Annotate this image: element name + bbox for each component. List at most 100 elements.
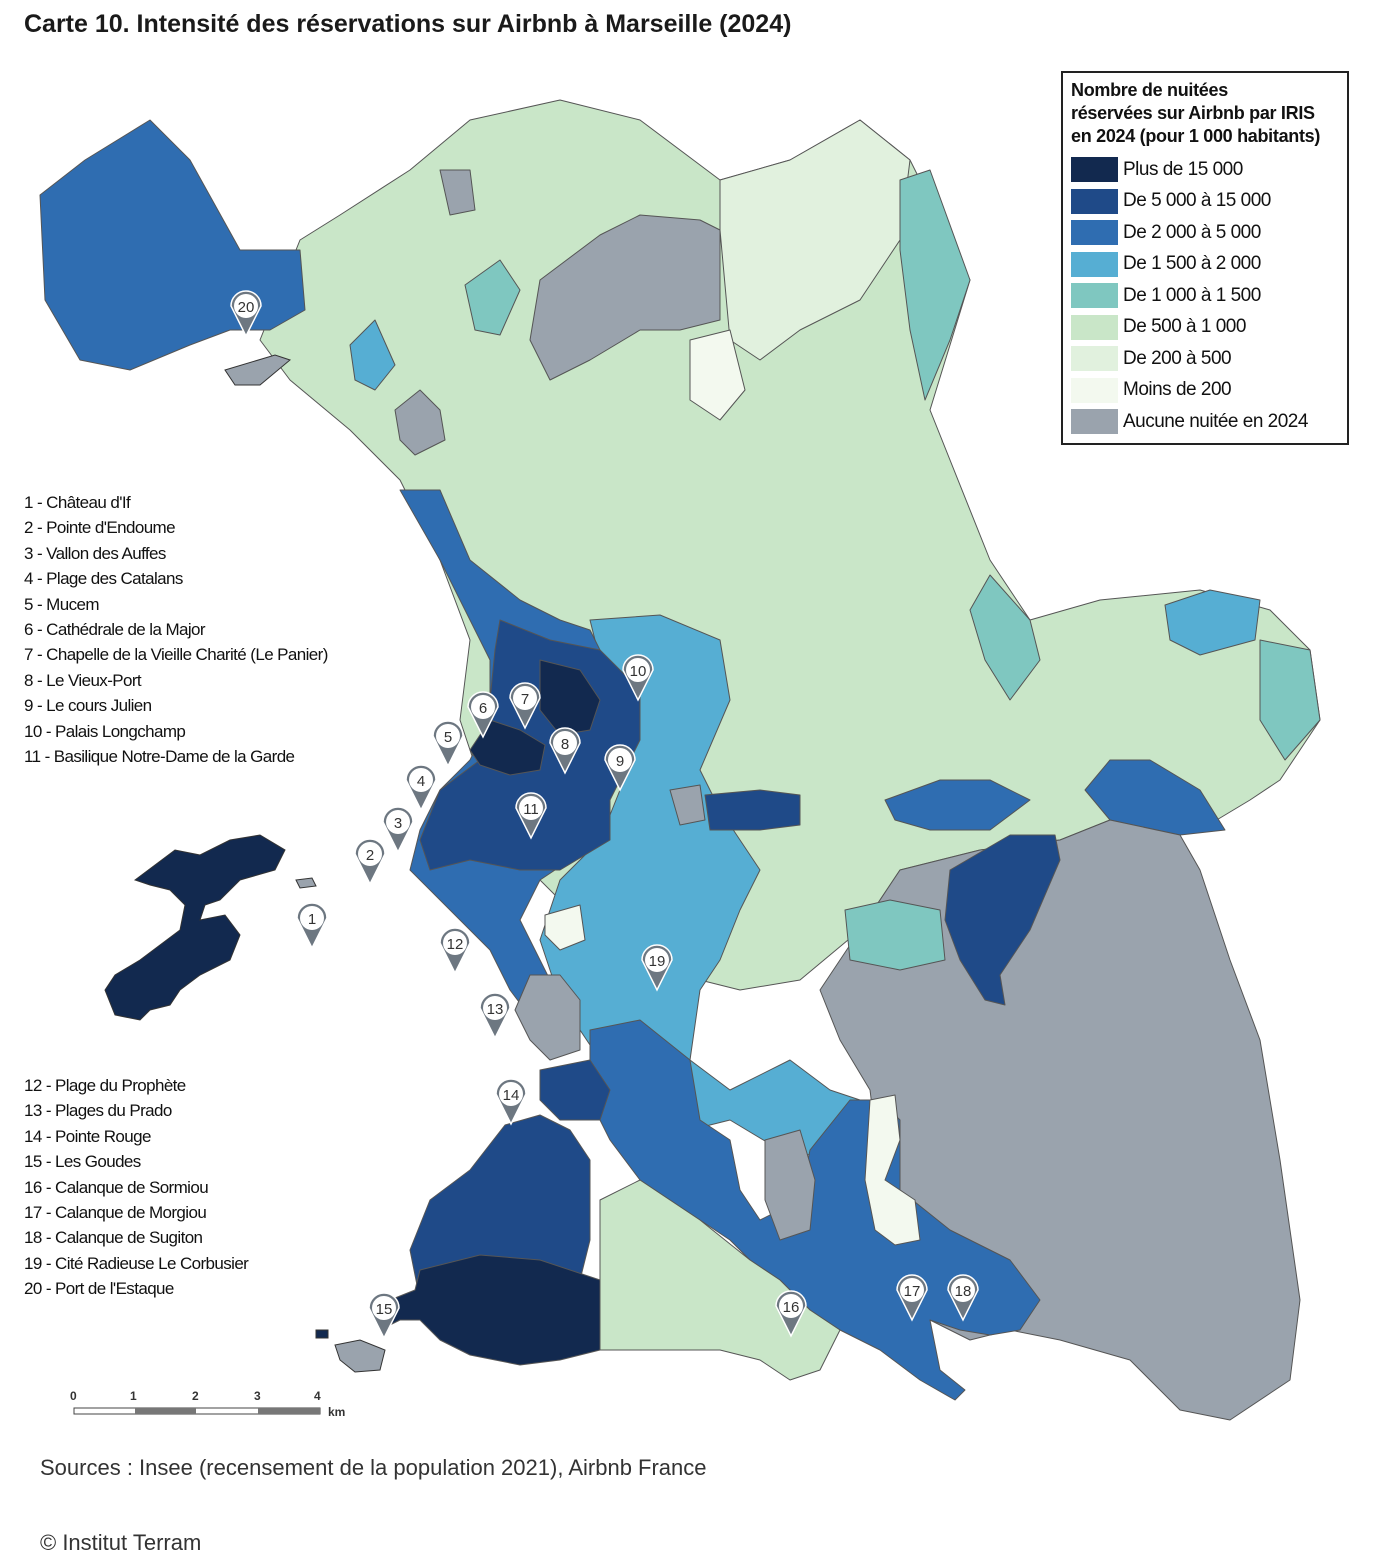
riou-island [334, 1339, 386, 1373]
credit-note: © Institut Terram [40, 1530, 202, 1555]
place-marker-8: 8 [549, 727, 581, 775]
legend-swatch [1071, 346, 1118, 372]
map-pin-center [358, 842, 382, 866]
map-pin-number: 20 [238, 299, 255, 316]
legend-swatch [1071, 409, 1118, 435]
map-pin-center [626, 658, 650, 682]
zone-center-white [544, 904, 586, 951]
map-pin-center [300, 906, 324, 930]
map-pin-center [436, 724, 460, 748]
place-list-item: 7 - Chapelle de la Vieille Charité (Le P… [24, 645, 328, 665]
frioul-island [104, 834, 286, 1021]
legend-swatch [1071, 220, 1118, 246]
map-pin-center [372, 1296, 396, 1320]
legend-row: De 200 à 500 [1071, 343, 1339, 375]
zone-center-darkest-2 [539, 659, 601, 736]
map-pin-center [553, 731, 577, 755]
legend-label: De 5 000 à 15 000 [1123, 190, 1271, 212]
place-marker-16: 16 [775, 1290, 807, 1338]
zone-south-green [599, 1179, 841, 1381]
map-pin-number: 9 [616, 753, 624, 770]
zone-south-grey-hill [764, 1129, 816, 1241]
zone-north-white [689, 329, 746, 421]
place-list-north: 1 - Château d'If 2 - Pointe d'Endoume 3 - … [24, 490, 328, 769]
place-marker-17: 17 [896, 1274, 928, 1322]
place-list-item: 2 - Pointe d'Endoume [24, 518, 176, 538]
zone-south-blue [589, 1019, 1041, 1401]
map-pin-center [409, 768, 433, 792]
legend-label: Plus de 15 000 [1123, 158, 1243, 180]
legend-label: De 1 000 à 1 500 [1123, 284, 1261, 306]
place-marker-1: 1 [296, 902, 328, 950]
legend-row: Aucune nuitée en 2024 [1071, 406, 1339, 438]
map-pin-center [471, 695, 495, 719]
zone-north-teal [899, 169, 971, 401]
place-list-item: 18 - Calanque de Sugiton [24, 1228, 203, 1248]
legend-swatch [1071, 251, 1118, 277]
map-pin-center [519, 796, 543, 820]
map-pin-center [483, 996, 507, 1020]
map-pin-center [951, 1278, 975, 1302]
legend-row: De 2 000 à 5 000 [1071, 217, 1339, 249]
place-list-item: 19 - Cité Radieuse Le Corbusier [24, 1253, 249, 1273]
legend-title-line-2: réservées sur Airbnb par IRIS [1071, 103, 1315, 123]
place-marker-6: 6 [467, 691, 499, 739]
legend-row: Plus de 15 000 [1071, 154, 1339, 186]
place-marker-11: 11 [515, 792, 547, 840]
port-jetty [224, 354, 292, 386]
legend-row: Moins de 200 [1071, 375, 1339, 407]
map-pin-number: 8 [561, 736, 569, 753]
scale-unit: km [328, 1405, 345, 1419]
map-pin-number: 14 [503, 1087, 520, 1104]
place-list-item: 5 - Mucem [24, 594, 100, 614]
map-pin-number: 18 [955, 1283, 972, 1300]
legend-label: Aucune nuitée en 2024 [1123, 410, 1308, 432]
place-list-item: 13 - Plages du Prado [24, 1101, 172, 1121]
legend-swatch [1071, 188, 1118, 214]
legend-title: Nombre de nuitées réservées sur Airbnb p… [1071, 79, 1339, 148]
legend-swatch [1071, 283, 1118, 309]
zone-center-east-dark [704, 789, 801, 831]
islands [104, 354, 386, 1373]
place-list-item: 9 - Le cours Julien [24, 696, 152, 716]
map-pin-center [645, 948, 669, 972]
map-zones [39, 99, 1321, 1421]
map-pin-number: 11 [523, 801, 539, 818]
place-marker-15: 15 [368, 1292, 400, 1340]
map-pin-number: 2 [366, 847, 374, 864]
zone-southwest-darkest [379, 1254, 601, 1366]
map-pin-number: 6 [479, 700, 487, 717]
map-pin-number: 13 [487, 1001, 504, 1018]
zone-east-lobe [944, 834, 1061, 1006]
map-legend: Nombre de nuitées réservées sur Airbnb p… [1061, 71, 1349, 445]
map-pin-number: 5 [444, 729, 452, 746]
zone-north-light [719, 119, 911, 361]
place-list-item: 15 - Les Goudes [24, 1152, 141, 1172]
scale-tick-3: 3 [254, 1389, 261, 1403]
zone-east-teal [969, 574, 1041, 701]
legend-label: De 2 000 à 5 000 [1123, 221, 1261, 243]
legend-row: De 5 000 à 15 000 [1071, 186, 1339, 218]
legend-label: De 1 500 à 2 000 [1123, 253, 1261, 275]
legend-row: De 500 à 1 000 [1071, 312, 1339, 344]
map-pin-center [900, 1278, 924, 1302]
place-list-item: 6 - Cathédrale de la Major [24, 620, 206, 640]
zone-south-white-lake [864, 1094, 921, 1246]
place-marker-7: 7 [509, 682, 541, 730]
place-marker-2: 2 [354, 838, 386, 886]
place-list-item: 8 - Le Vieux-Port [24, 670, 142, 690]
map-pin-number: 17 [904, 1283, 921, 1300]
zone-east-blue [1164, 589, 1261, 656]
map-pin-center [234, 294, 258, 318]
place-marker-20: 20 [230, 290, 262, 338]
map-pin-number: 3 [394, 815, 402, 832]
legend-title-line-1: Nombre de nuitées [1071, 80, 1228, 100]
place-marker-4: 4 [405, 764, 437, 812]
source-note: Sources : Insee (recensement de la popul… [40, 1455, 707, 1480]
place-marker-13: 13 [479, 992, 511, 1040]
place-list-item: 12 - Plage du Prophète [24, 1076, 186, 1095]
legend-swatch [1071, 157, 1118, 183]
place-list-item: 11 - Basilique Notre-Dame de la Garde [24, 747, 295, 767]
